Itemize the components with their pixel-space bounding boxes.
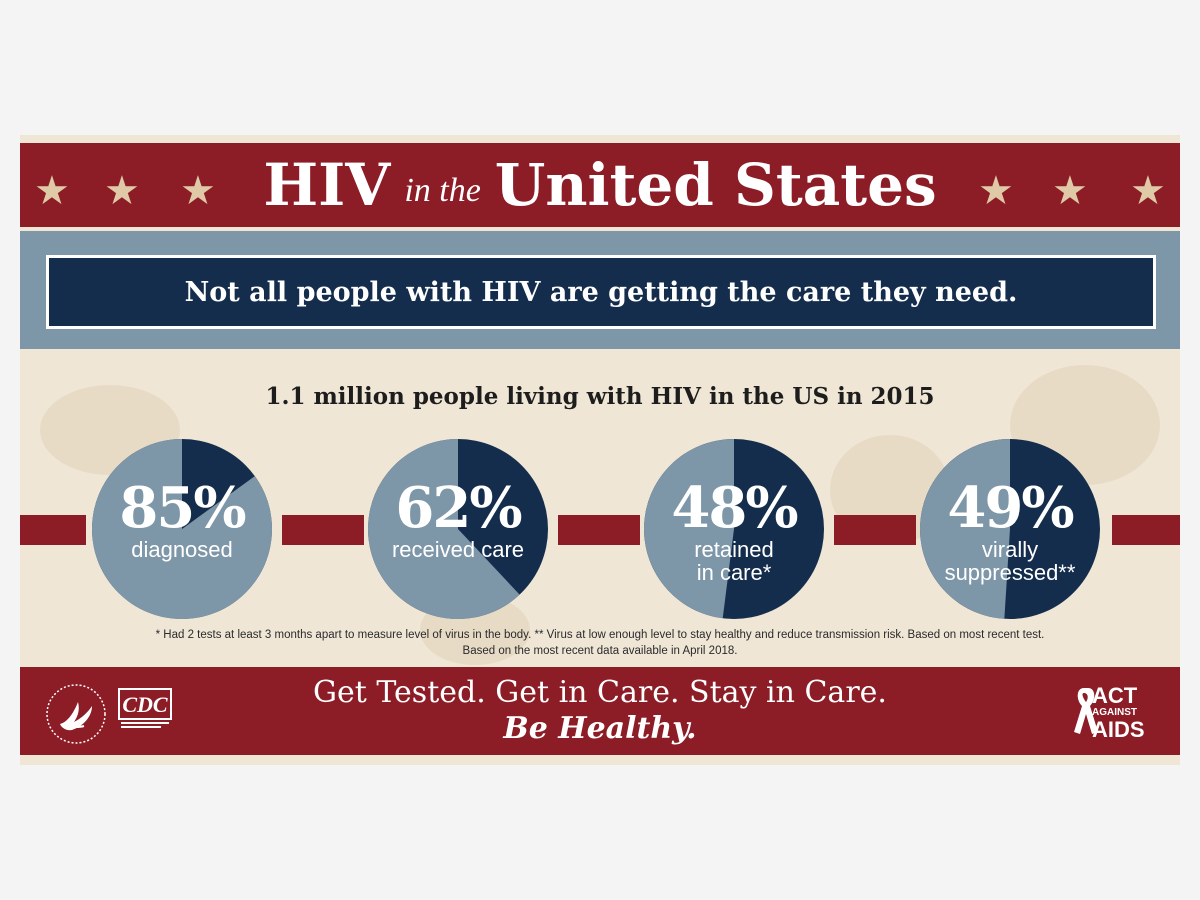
tagline-banner <box>20 667 1180 755</box>
pie-percent-label: 62% <box>395 475 522 541</box>
pie-chart: 48% retained in care* <box>644 439 824 619</box>
pie-slice-value <box>368 439 520 619</box>
aaa-logo-against: AGAINST <box>1092 707 1137 718</box>
pie-category-label-line: virally <box>981 537 1039 562</box>
connector-bar <box>558 515 640 545</box>
pie-category-label: retained in care* <box>614 538 854 584</box>
footnote: * Had 2 tests at least 3 months apart to… <box>155 629 1045 641</box>
star-icon: ★ <box>1130 169 1166 213</box>
connector-bar <box>1112 515 1180 545</box>
title-united-states: United States <box>494 151 937 219</box>
connector-bar <box>834 515 916 545</box>
cdc-logo-icon: CDC <box>118 688 172 728</box>
pie-chart-svg <box>92 439 272 619</box>
connector-bar <box>20 515 86 545</box>
tagline: Get Tested. Get in Care. Stay in Care. <box>313 675 887 710</box>
star-icon: ★ <box>978 169 1014 213</box>
hhs-logo-icon <box>46 684 106 744</box>
title-banner: ★ ★ ★ ★ ★ ★ HIV in the United States <box>20 143 1180 227</box>
connector-bar <box>282 515 364 545</box>
pie-chart: 49% virally suppressed** <box>920 439 1100 619</box>
aaa-logo-aids: AIDS <box>1092 717 1145 742</box>
title-hiv: HIV <box>263 151 391 219</box>
infographic-card: ★ ★ ★ ★ ★ ★ HIV in the United States Not… <box>20 135 1180 765</box>
pie-category-label-line: received care <box>391 537 525 562</box>
title-in-the: in the <box>404 172 481 209</box>
pie-category-label: received care <box>338 538 578 561</box>
message-box: Not all people with HIV are getting the … <box>46 255 1156 329</box>
pie-percent-label: 85% <box>119 475 246 541</box>
star-icon: ★ <box>1052 169 1088 213</box>
pie-percent-label: 49% <box>947 475 1074 541</box>
pie-slice-value <box>920 439 1010 619</box>
pie-chart: 62% received care <box>368 439 548 619</box>
pie-category-label: diagnosed <box>62 538 302 561</box>
chart-subtitle: 1.1 million people living with HIV in th… <box>265 383 935 410</box>
pie-chart: 85% diagnosed <box>92 439 272 619</box>
pie-chart-svg <box>920 439 1100 619</box>
footnote-date: Based on the most recent data available … <box>462 645 738 657</box>
aaa-logo-act: ACT <box>1092 683 1138 708</box>
pie-category-label-line: in care* <box>696 560 772 585</box>
star-icon: ★ <box>180 169 216 213</box>
pie-chart-svg <box>644 439 824 619</box>
pie-percent-label: 48% <box>671 475 798 541</box>
pie-slice-value <box>644 439 734 619</box>
tagline-be-healthy: Be Healthy. <box>503 711 697 746</box>
pie-category-label-line: suppressed** <box>944 560 1076 585</box>
pie-chart-svg <box>368 439 548 619</box>
page-title: HIV in the United States <box>20 143 1180 227</box>
star-icon: ★ <box>104 169 140 213</box>
red-ribbon-icon <box>1074 688 1098 734</box>
pie-category-label-line: diagnosed <box>131 537 233 562</box>
message-text: Not all people with HIV are getting the … <box>184 276 1018 308</box>
pie-category-label-line: retained <box>694 537 774 562</box>
pie-slice-value <box>92 439 272 619</box>
pie-category-label: virally suppressed** <box>890 538 1130 584</box>
cdc-logo-text: CDC <box>122 692 168 717</box>
star-icon: ★ <box>34 169 70 213</box>
